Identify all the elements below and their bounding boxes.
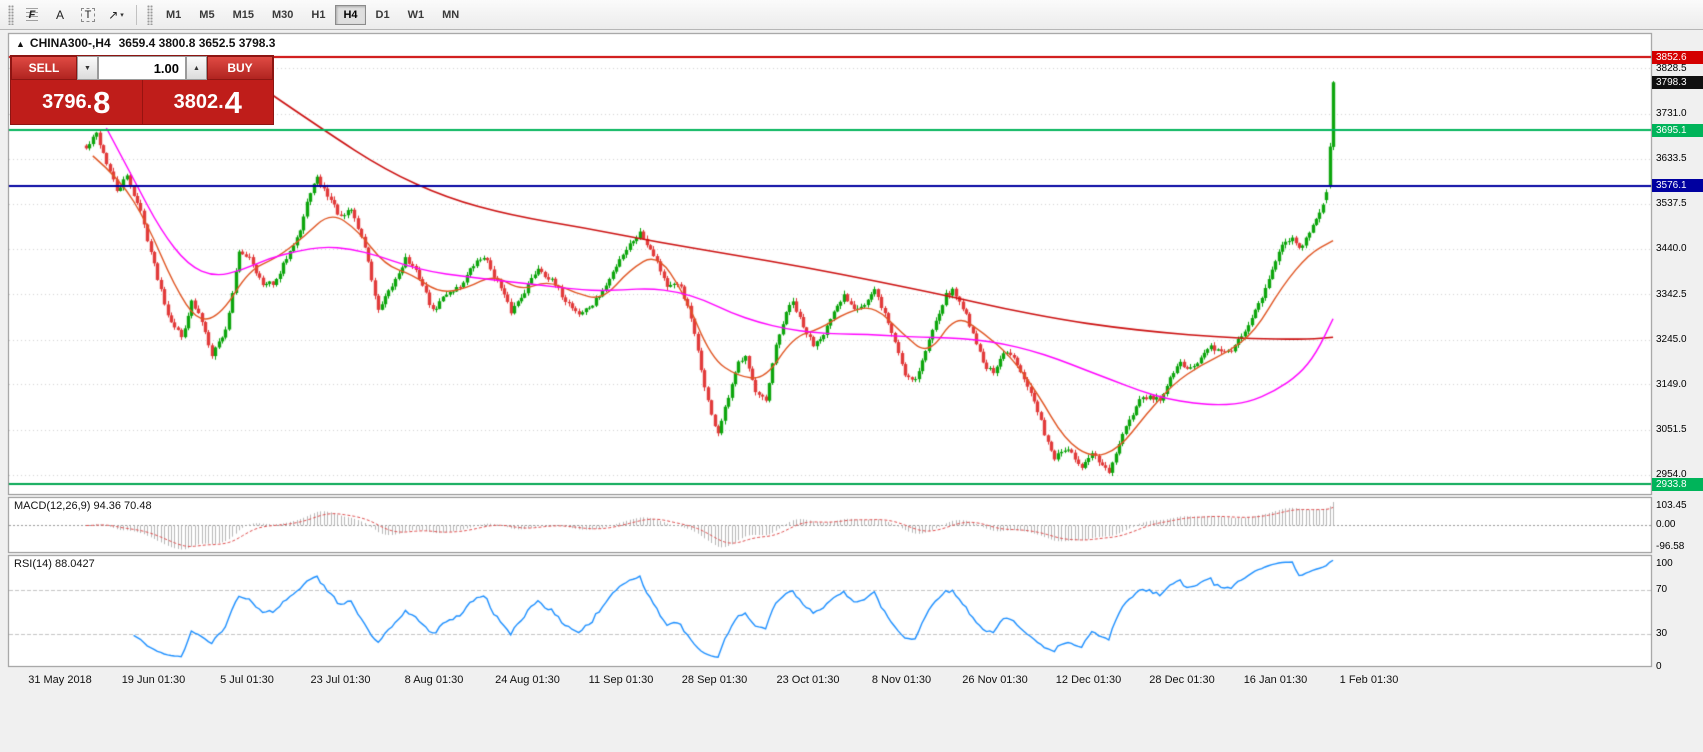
time-axis-label: 11 Sep 01:30 (588, 674, 654, 686)
chart-ohlc-line: ▲ CHINA300-,H4 3659.4 3800.8 3652.5 3798.3 (16, 36, 275, 50)
price-axis-label: 3828.5 (1656, 62, 1687, 74)
chart-symbol-period: CHINA300-,H4 (29, 36, 111, 50)
time-axis-label: 28 Sep 01:30 (681, 674, 748, 686)
chart-ohlc-values: 3659.4 3800.8 3652.5 3798.3 (118, 36, 276, 50)
time-axis-label: 23 Oct 01:30 (776, 674, 840, 686)
time-axis-label: 1 Feb 01:30 (1339, 674, 1399, 686)
buy-button[interactable]: BUY (207, 56, 273, 80)
rsi-axis-label: 0 (1656, 661, 1662, 672)
timeframe-m15-button[interactable]: M15 (232, 8, 254, 21)
text-glyph-icon: A (55, 7, 64, 22)
price-axis-label: 3051.5 (1656, 424, 1687, 436)
sell-price-pip: 8 (93, 84, 111, 120)
sell-price-main: 3796. (42, 90, 93, 113)
price-axis-label: 3440.0 (1656, 243, 1687, 255)
price-axis-label: 3245.0 (1656, 334, 1687, 346)
volume-input[interactable] (98, 56, 186, 80)
macd-axis-label: -96.58 (1656, 540, 1685, 552)
timeframe-m30-button[interactable]: M30 (271, 8, 294, 21)
rsi-axis-label: 70 (1656, 584, 1668, 595)
price-line-label: 3695.1 (1652, 123, 1703, 137)
trade-panel-prices: 3796. 8 3802. 4 (11, 80, 273, 124)
price-axis-label: 3633.5 (1656, 153, 1687, 165)
macd-axis-label: 103.45 (1656, 499, 1687, 511)
toolbar-separator (136, 4, 137, 25)
toolbar-grip-icon[interactable] (8, 4, 14, 25)
time-axis-label: 23 Jul 01:30 (310, 674, 371, 686)
sell-button[interactable]: SELL (11, 56, 77, 80)
fibonacci-glyph-icon: F (25, 7, 39, 22)
time-axis-label: 16 Jan 01:30 (1243, 674, 1308, 686)
price-axis-label: 3537.5 (1656, 198, 1687, 210)
time-axis-label: 19 Jun 01:30 (121, 674, 186, 686)
rsi-axis-label: 30 (1656, 628, 1668, 639)
toolbar-grip-icon[interactable] (147, 4, 153, 25)
time-axis-label: 26 Nov 01:30 (962, 674, 1028, 686)
macd-label: MACD(12,26,9) 94.36 70.48 (14, 500, 152, 512)
timeframe-m1-button[interactable]: M1 (166, 8, 182, 21)
price-line-label: 3798.3 (1652, 75, 1703, 89)
price-axis-label: 3731.0 (1656, 108, 1687, 120)
macd-axis-label: 0.00 (1656, 518, 1676, 530)
buy-price[interactable]: 3802. 4 (141, 80, 274, 124)
price-axis-label: 2954.0 (1656, 469, 1687, 481)
text-label-glyph-icon: T (80, 7, 96, 22)
timeframe-mn-button[interactable]: MN (442, 8, 460, 21)
chart-expand-icon: ▲ (16, 39, 25, 49)
dropdown-arrow-icon[interactable]: ▾ (120, 11, 124, 19)
time-axis-label: 28 Dec 01:30 (1149, 674, 1215, 686)
time-axis-label: 31 May 2018 (28, 674, 92, 686)
timeframe-h4-button[interactable]: H4 (335, 4, 366, 25)
price-line-label: 3576.1 (1652, 179, 1703, 193)
main-toolbar: F A T ↗ ▾ M1 M5 M15 M30 H1 H4 D1 W1 MN (0, 0, 1703, 30)
timeframe-bar: M1 M5 M15 M30 H1 H4 D1 W1 MN (157, 4, 468, 25)
one-click-trade-panel: SELL ▼ ▲ BUY 3796.8 3802.4 (10, 55, 274, 125)
draw-tools-glyph-icon: ↗ (108, 7, 119, 22)
time-axis-label: 8 Aug 01:30 (404, 674, 464, 686)
sell-price[interactable]: 3796. 8 (11, 80, 142, 124)
volume-increase-button[interactable]: ▲ (186, 56, 207, 80)
price-line-label: 2933.8 (1652, 477, 1703, 491)
buy-price-pip: 4 (224, 84, 242, 120)
tool-group: F A T ↗ ▾ (18, 3, 130, 27)
timeframe-m5-button[interactable]: M5 (199, 8, 215, 21)
text-label-icon[interactable]: T (75, 3, 101, 27)
time-axis-label: 24 Aug 01:30 (495, 674, 560, 686)
buy-price-main: 3802. (173, 90, 224, 113)
price-axis-label: 3149.0 (1656, 378, 1687, 390)
trade-panel-controls: SELL ▼ ▲ BUY (11, 56, 273, 80)
price-axis-label: 3342.5 (1656, 288, 1687, 300)
time-axis-label: 8 Nov 01:30 (871, 674, 932, 686)
timeframe-h1-button[interactable]: H1 (311, 8, 326, 21)
time-axis: 31 May 2018 19 Jun 01:30 5 Jul 01:30 23 Jul… (0, 670, 1652, 692)
rsi-axis-label: 100 (1656, 558, 1673, 569)
time-axis-label: 5 Jul 01:30 (220, 674, 274, 686)
timeframe-w1-button[interactable]: W1 (407, 8, 425, 21)
text-icon[interactable]: A (47, 3, 73, 27)
price-line-label: 3852.6 (1652, 50, 1703, 64)
fibonacci-icon[interactable]: F (19, 3, 45, 27)
draw-tools-icon[interactable]: ↗ ▾ (103, 3, 129, 27)
price-axis: 3852.6 3828.5 3798.3 3731.0 3695.1 3633.5 3576… (1652, 30, 1703, 752)
volume-decrease-button[interactable]: ▼ (77, 56, 98, 80)
timeframe-d1-button[interactable]: D1 (375, 8, 390, 21)
rsi-label: RSI(14) 88.0427 (14, 558, 95, 570)
time-axis-label: 12 Dec 01:30 (1055, 674, 1122, 686)
